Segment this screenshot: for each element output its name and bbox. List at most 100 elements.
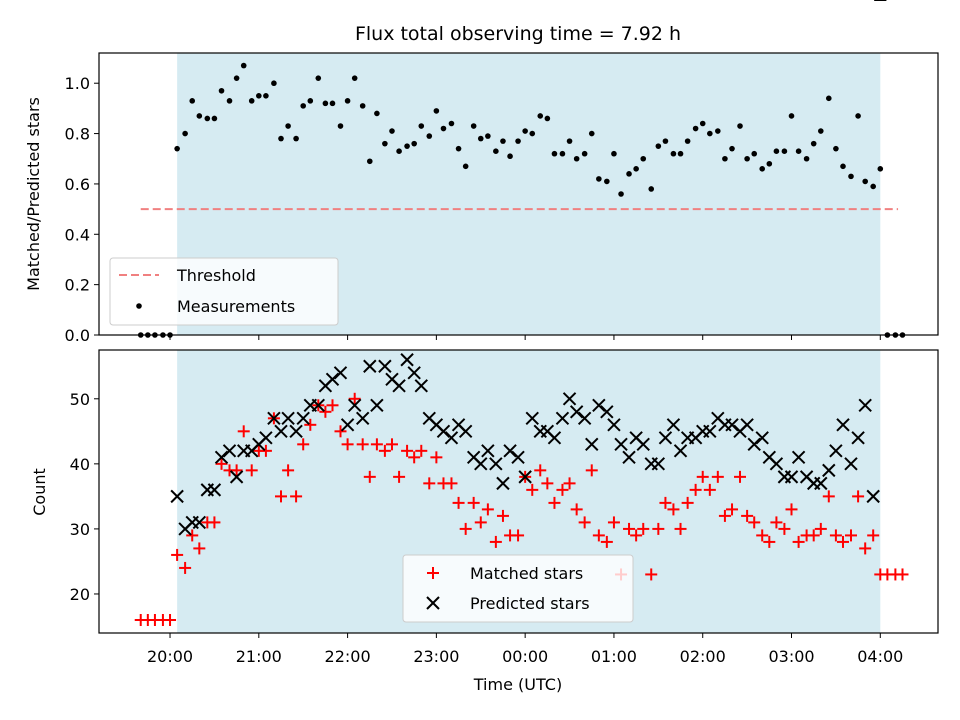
measurement-point [271,80,277,87]
matched-star-point [179,561,192,574]
measurement-point [840,163,846,170]
predicted-star-point [311,398,326,413]
measurement-point [618,191,624,197]
predicted-star-point [363,359,377,373]
matched-star-point [837,535,850,548]
predicted-star-point [740,418,754,432]
ratio-plot-frame [98,52,939,336]
predicted-star-point [214,450,229,465]
matched-star-point [667,503,680,516]
measurement-point [351,75,358,81]
measurement-point [715,128,721,134]
matched-star-point [637,522,650,535]
measurement-point [418,123,425,129]
measurement-point [204,115,211,122]
predicted-star-point [525,411,539,426]
predicted-star-point [414,379,428,393]
measurement-point [522,128,528,134]
legend-predicted-swatch [426,596,440,610]
ratio-y-tick-label: 0.4 [65,225,90,244]
matched-star-point [378,444,391,457]
matched-star-point [467,496,480,509]
measurement-point [559,150,566,157]
x-tick-label: 21:00 [236,647,282,666]
ratio-y-axis: 0.0 0.2 0.4 0.6 0.8 1.0 [65,74,99,345]
measurement-point [848,173,854,180]
ratio-legend-box [109,257,339,326]
measurement-point [551,150,558,157]
x-tick-label: 02:00 [680,647,726,666]
matched-star-point [867,529,880,542]
measurement-point [470,123,477,129]
measurement-point [322,100,329,107]
matched-star-point [689,483,702,496]
measurement-point [211,115,218,122]
measurement-point [648,186,655,192]
matched-star-point [356,438,369,451]
count-y-axis: 20 30 40 50 [70,390,99,604]
measurement-point [684,138,691,144]
matched-star-point [208,516,221,529]
measurement-point [404,143,410,149]
predicted-star-point [607,418,621,432]
matched-star-point [674,522,687,535]
measurement-point [493,148,499,154]
measurement-point [278,135,284,142]
measurement-point [670,150,677,157]
predicted-star-point [489,457,503,471]
predicted-star-point [836,418,850,432]
predicted-star-point [769,457,784,471]
measurement-point [573,155,580,162]
x-tick-label: 23:00 [413,647,459,666]
matched-star-point [696,470,709,483]
predicted-star-point [229,470,244,484]
matched-star-point [230,464,243,477]
matched-star-point [474,516,487,529]
legend-matched-swatch [427,567,439,579]
measurement-point [729,145,735,152]
predicted-star-point [267,411,281,426]
measurement-point [374,110,380,117]
measurement-point [307,98,314,104]
matched-star-point [711,470,724,483]
measurement-point [581,150,588,157]
chart-title: Flux total observing time = 7.92 h [355,23,681,45]
measurement-point [788,113,795,119]
predicted-star-point [636,437,650,452]
matched-star-point [585,464,598,477]
measurement-point [440,125,447,132]
matched-star-point [748,516,761,529]
predicted-star-point [814,476,828,491]
predicted-star-point [518,470,532,484]
predicted-star-point [791,450,806,465]
predicted-star-point [747,437,761,452]
matched-star-point [245,464,258,477]
ratio-y-tick-label: 0.0 [65,326,90,345]
measurement-point [389,128,395,134]
matched-star-point [756,529,769,542]
measurement-point [515,138,521,144]
x-tick-label: 01:00 [591,647,637,666]
predicted-star-point [503,444,517,458]
measurement-point [315,75,322,81]
matched-star-point [237,425,250,438]
measurement-point [692,125,699,132]
measurement-point [359,103,366,109]
predicted-star-point [192,515,207,530]
predicted-star-point [658,431,673,445]
measurement-point [263,93,269,99]
predicted-star-point [458,424,473,439]
x-tick-label: 03:00 [768,647,814,666]
measurement-point [722,155,728,162]
measurement-point [566,138,573,144]
predicted-star-point [207,483,222,497]
measurement-point [426,133,433,139]
matched-star-point [600,535,613,548]
measurement-point [751,150,758,157]
matched-star-point [807,529,820,542]
ratio-marks [137,62,906,338]
count-y-tick-label: 30 [70,520,90,539]
measurement-point [699,120,706,127]
count-legend: Matched stars Predicted stars [402,554,634,623]
matched-star-point [319,405,332,418]
